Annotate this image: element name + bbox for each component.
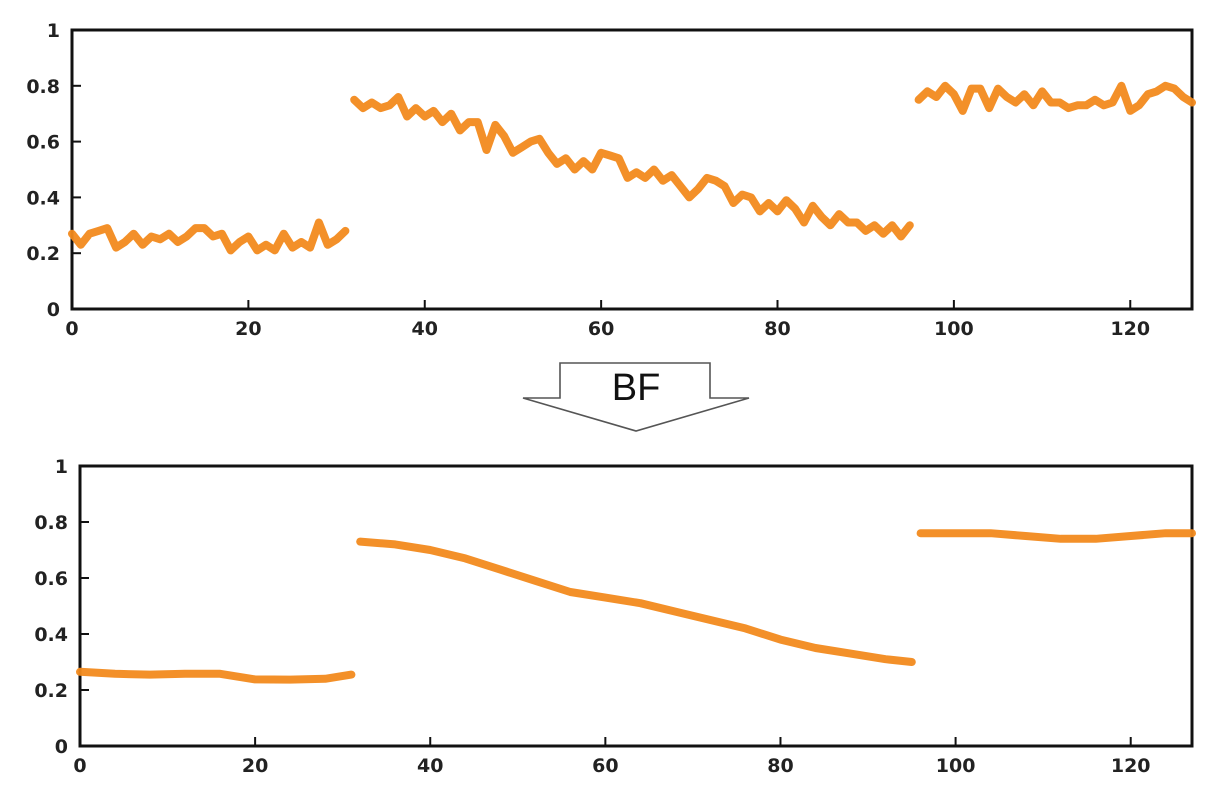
chart-bottom: 0 20 40 60 80 100 120 0 0.2 0.4 0.6 0.8 1 (34, 456, 1196, 777)
x-tick-label: 120 (1111, 755, 1151, 777)
y-tick-label: 0.8 (34, 512, 68, 534)
x-tick-label: 40 (412, 318, 438, 340)
x-tick-label: 20 (235, 318, 261, 340)
x-tick-label: 80 (767, 755, 793, 777)
x-tick-label: 20 (242, 755, 268, 777)
y-tick-label: 1 (47, 20, 60, 42)
y-tick-label: 0 (55, 736, 68, 758)
y-tick-label: 0.4 (26, 187, 60, 209)
series-line-2 (356, 537, 916, 666)
x-tick-label: 60 (588, 318, 614, 340)
down-arrow-icon (522, 362, 750, 432)
y-tick-label: 0.6 (34, 568, 68, 590)
y-tick-label: 0 (47, 299, 60, 321)
y-tick-label: 1 (55, 456, 68, 478)
plot-frame (70, 28, 1194, 311)
x-tick-label: 0 (73, 755, 86, 777)
chart-top: 0 20 40 60 80 100 120 0 0.2 0.4 0.6 0.8 1 (26, 20, 1196, 340)
plot-frame (78, 464, 1194, 748)
series-line-1 (68, 218, 350, 255)
y-tick-label: 0.4 (34, 624, 68, 646)
y-tick-label: 0.2 (26, 243, 60, 265)
bf-arrow (520, 360, 752, 434)
y-tick-label: 0.2 (34, 680, 68, 702)
series-line-3 (916, 529, 1196, 543)
x-tick-label: 100 (934, 318, 974, 340)
x-tick-label: 40 (417, 755, 443, 777)
y-tick-label: 0.8 (26, 76, 60, 98)
x-tick-label: 100 (936, 755, 976, 777)
series-line-3 (914, 81, 1196, 115)
series-line-2 (350, 93, 914, 241)
x-tick-label: 0 (65, 318, 78, 340)
arrow-label: BF (611, 367, 661, 409)
x-tick-label: 80 (764, 318, 790, 340)
y-tick-label: 0.6 (26, 132, 60, 154)
x-tick-label: 60 (592, 755, 618, 777)
series-line-1 (76, 667, 356, 684)
x-tick-label: 120 (1110, 318, 1150, 340)
